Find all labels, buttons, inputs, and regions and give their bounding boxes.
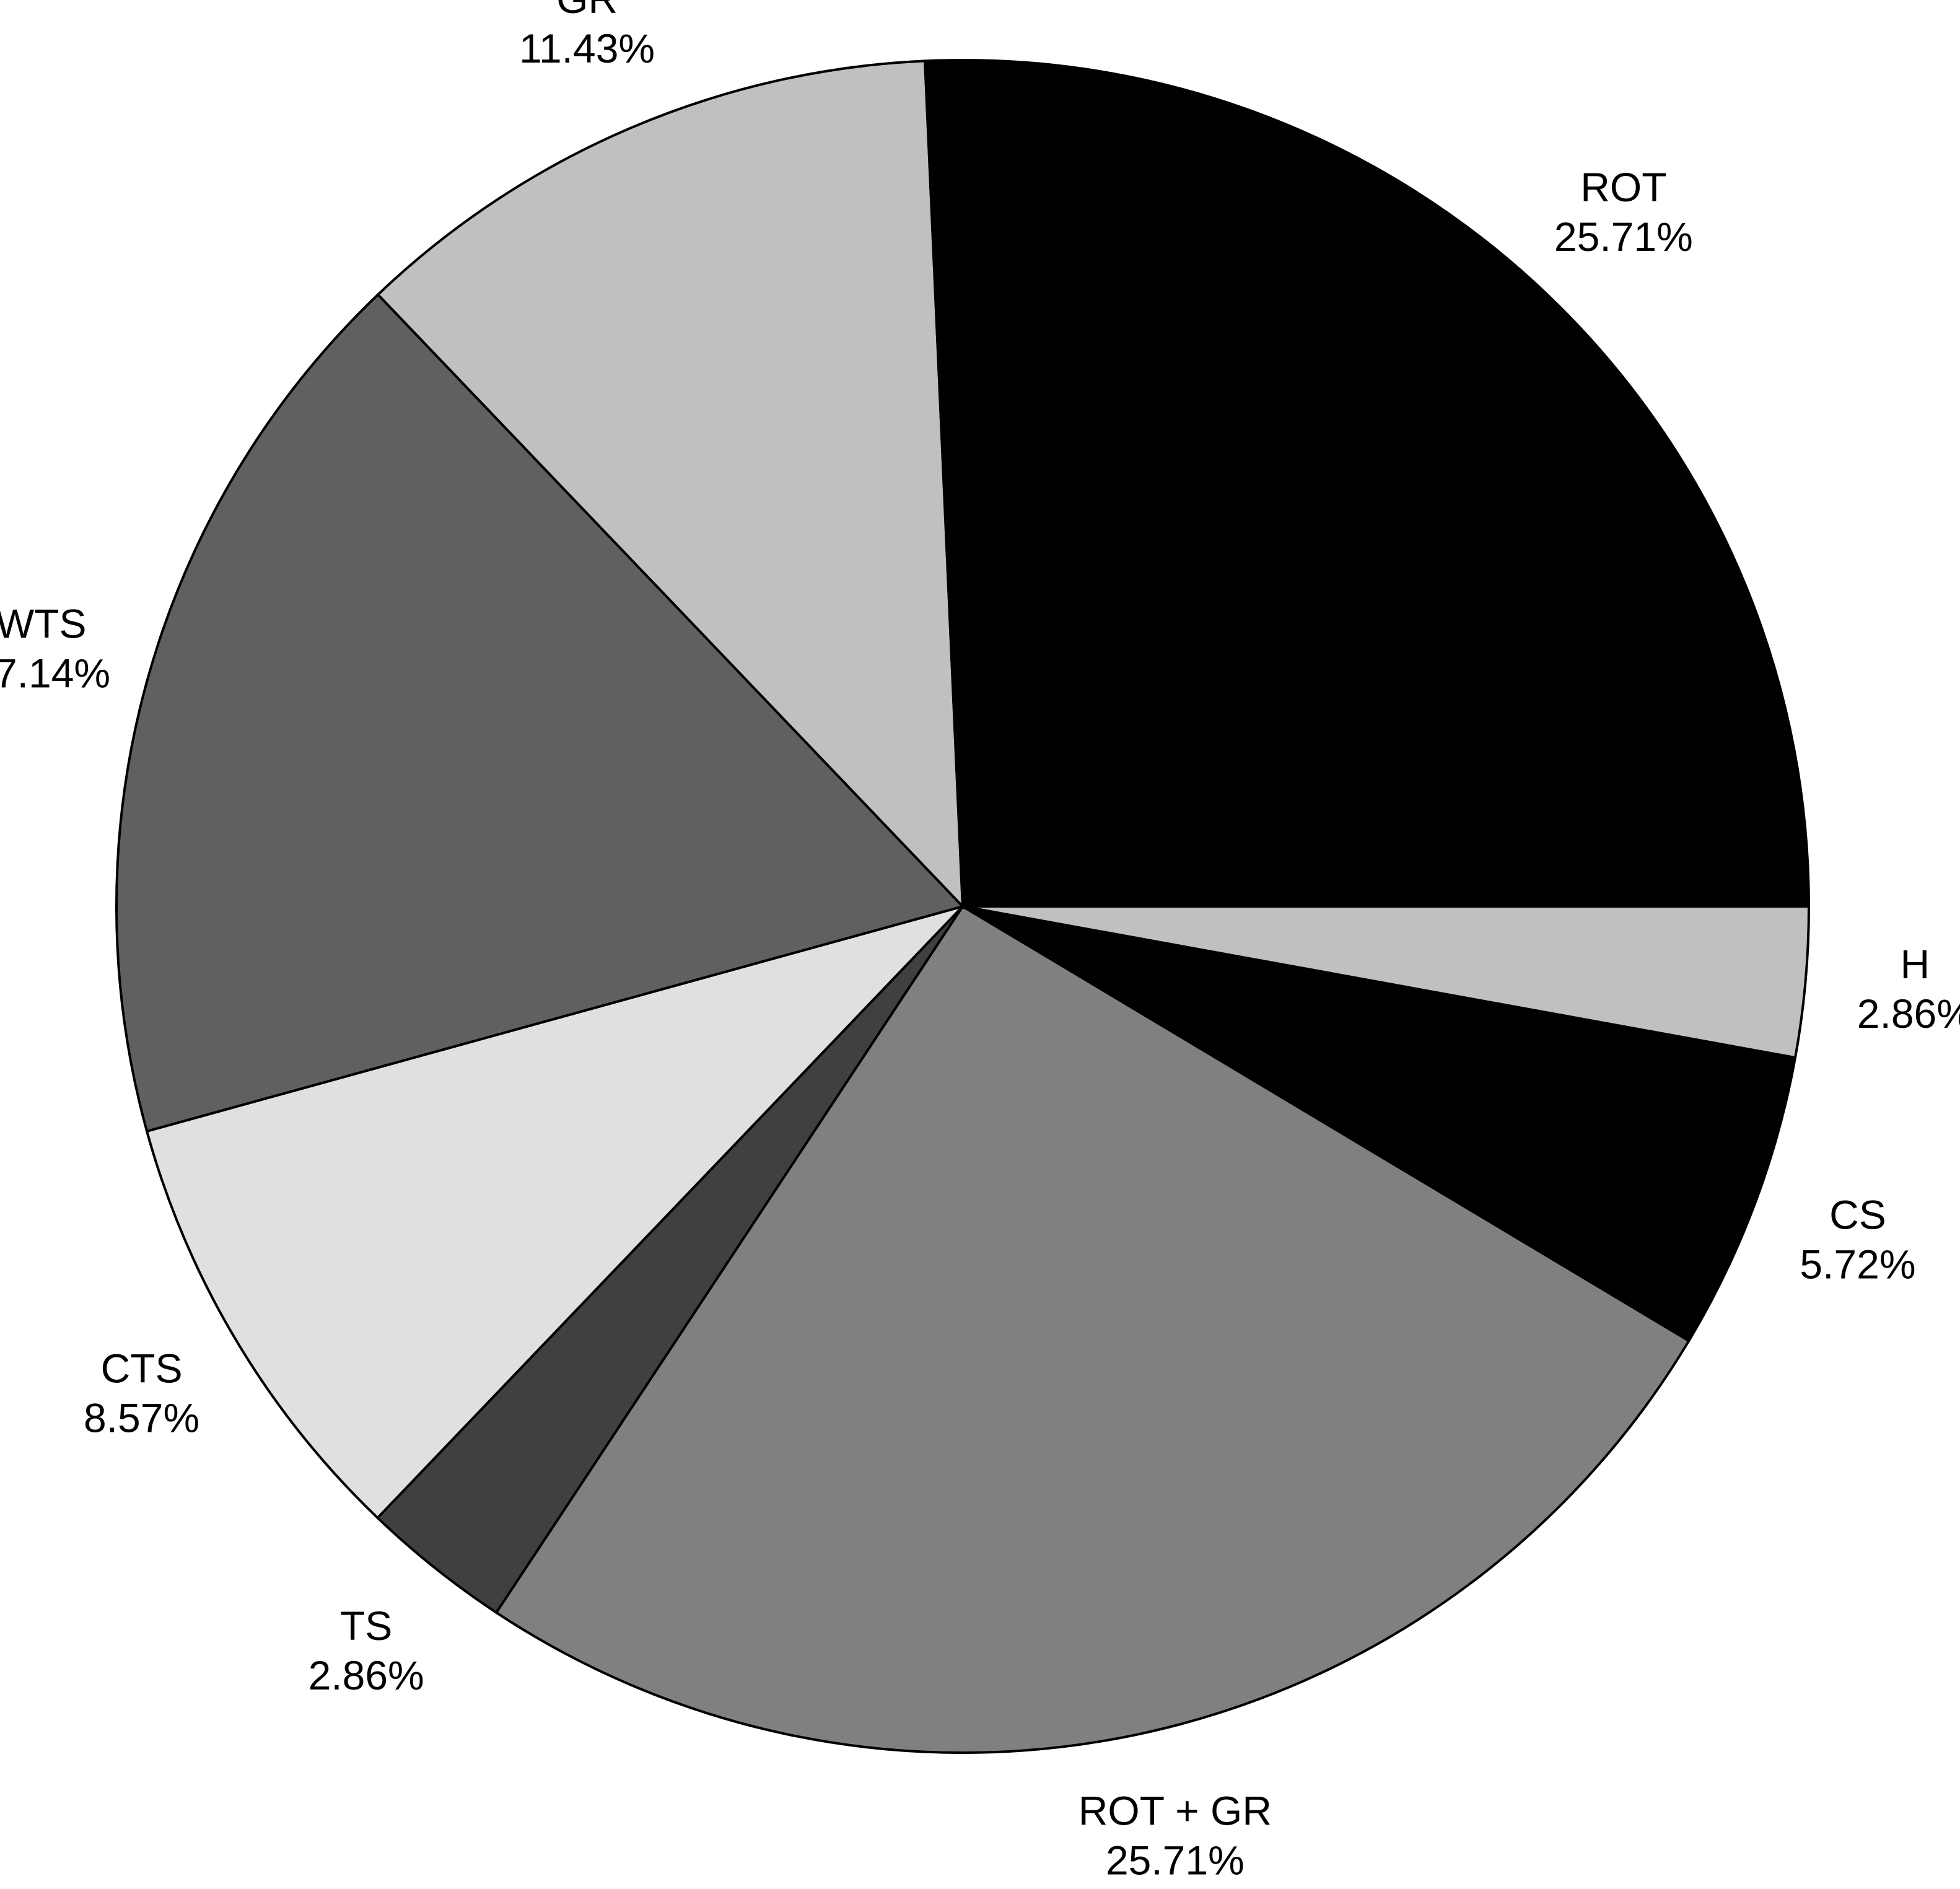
- slice-label: GR: [556, 0, 618, 22]
- slice-label: WTS: [0, 600, 86, 646]
- slice-value-label: 25.71%: [1554, 214, 1693, 260]
- slice-label: ROT + GR: [1078, 1787, 1272, 1833]
- slice-value-label: 2.86%: [308, 1652, 424, 1698]
- slice-label: CS: [1829, 1191, 1886, 1237]
- slice-value-label: 8.57%: [84, 1395, 199, 1441]
- slice-label: TS: [340, 1603, 392, 1649]
- slice-label: CTS: [101, 1346, 183, 1392]
- slice-label: H: [1901, 941, 1930, 987]
- pie-slice: [115, 292, 965, 1133]
- pie-slice: [145, 904, 967, 1520]
- pie-slice: [376, 59, 965, 910]
- slice-value-label: 2.86%: [1857, 991, 1960, 1037]
- slice-value-label: 11.43%: [519, 25, 655, 71]
- pie-slice: [494, 905, 1691, 1754]
- slice-label: ROT: [1580, 164, 1666, 210]
- pie-slice: [961, 905, 1797, 1343]
- slice-value-label: 25.71%: [1106, 1837, 1245, 1883]
- slice-value-label: 5.72%: [1800, 1241, 1915, 1287]
- pie-slice: [923, 59, 1811, 908]
- slice-value-label: 17.14%: [0, 650, 110, 696]
